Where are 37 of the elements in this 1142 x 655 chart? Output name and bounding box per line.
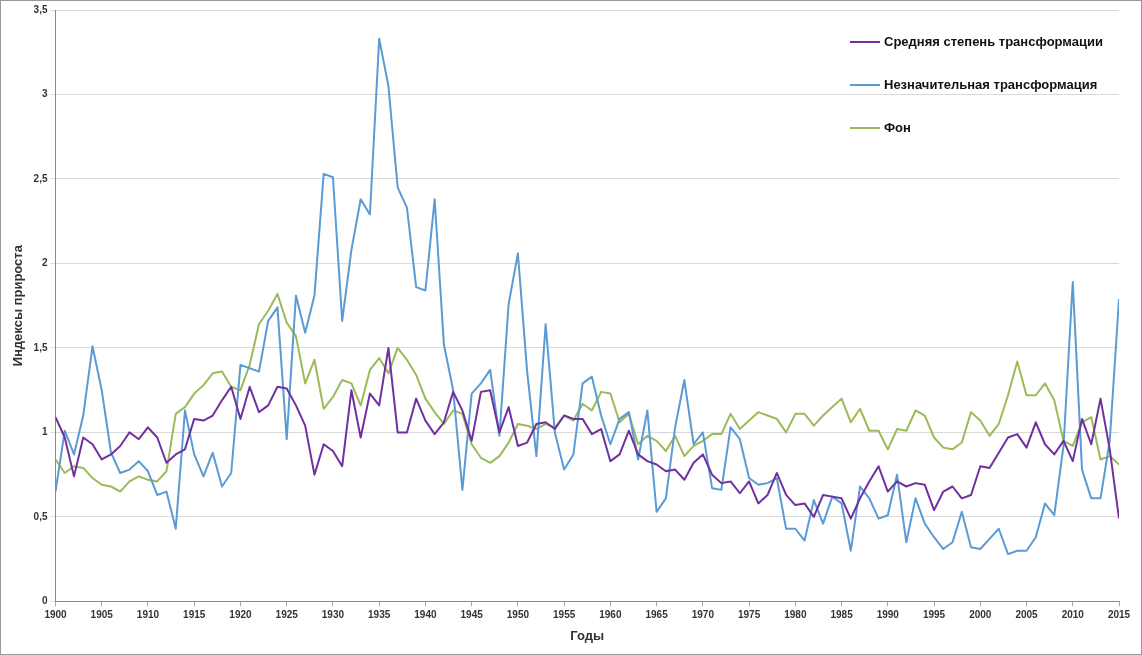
x-tick-label: 1950 (506, 609, 530, 621)
x-tick-label: 2005 (1015, 609, 1039, 621)
x-tick-label: 1920 (229, 609, 253, 621)
x-tick-label: 1965 (645, 609, 669, 621)
x-tick-label: 1925 (275, 609, 299, 621)
x-tick-label: 1960 (599, 609, 622, 621)
x-tick-label: 1990 (876, 609, 900, 621)
legend-label: Фон (884, 119, 911, 135)
x-tick-label: 1955 (553, 609, 576, 621)
x-tick-label: 1975 (737, 609, 761, 621)
y-tick-label: 0 (41, 595, 48, 607)
y-tick-label: 1 (41, 426, 48, 438)
y-tick-label: 0,5 (33, 510, 48, 522)
x-tick-label: 1940 (414, 609, 437, 621)
x-tick-label: 2015 (1107, 609, 1131, 621)
y-tick-label: 1,5 (33, 341, 48, 353)
y-tick-label: 3 (41, 88, 48, 100)
x-tick-label: 1980 (784, 609, 807, 621)
x-tick-label: 1945 (460, 609, 484, 621)
legend-label: Незначительная трансформация (884, 76, 1098, 92)
x-tick-label: 1935 (368, 609, 391, 621)
x-tick-label: 2010 (1061, 609, 1085, 621)
x-tick-label: 1970 (691, 609, 715, 621)
x-tick-label: 1915 (183, 609, 206, 621)
x-tick-label: 1900 (44, 609, 68, 621)
x-tick-label: 1910 (136, 609, 160, 621)
y-tick-label: 2 (41, 257, 48, 269)
x-axis-title: Годы (570, 627, 605, 643)
y-tick-label: 3,5 (33, 3, 48, 15)
x-tick-label: 1985 (830, 609, 854, 621)
x-tick-label: 1905 (90, 609, 114, 621)
y-axis-title: Индексы прироста (10, 244, 26, 367)
x-tick-label: 1995 (922, 609, 946, 621)
x-tick-label: 2000 (969, 609, 992, 621)
legend-label: Средняя степень трансформации (884, 33, 1104, 49)
x-tick-label: 1930 (321, 609, 345, 621)
y-tick-label: 2,5 (33, 172, 48, 184)
